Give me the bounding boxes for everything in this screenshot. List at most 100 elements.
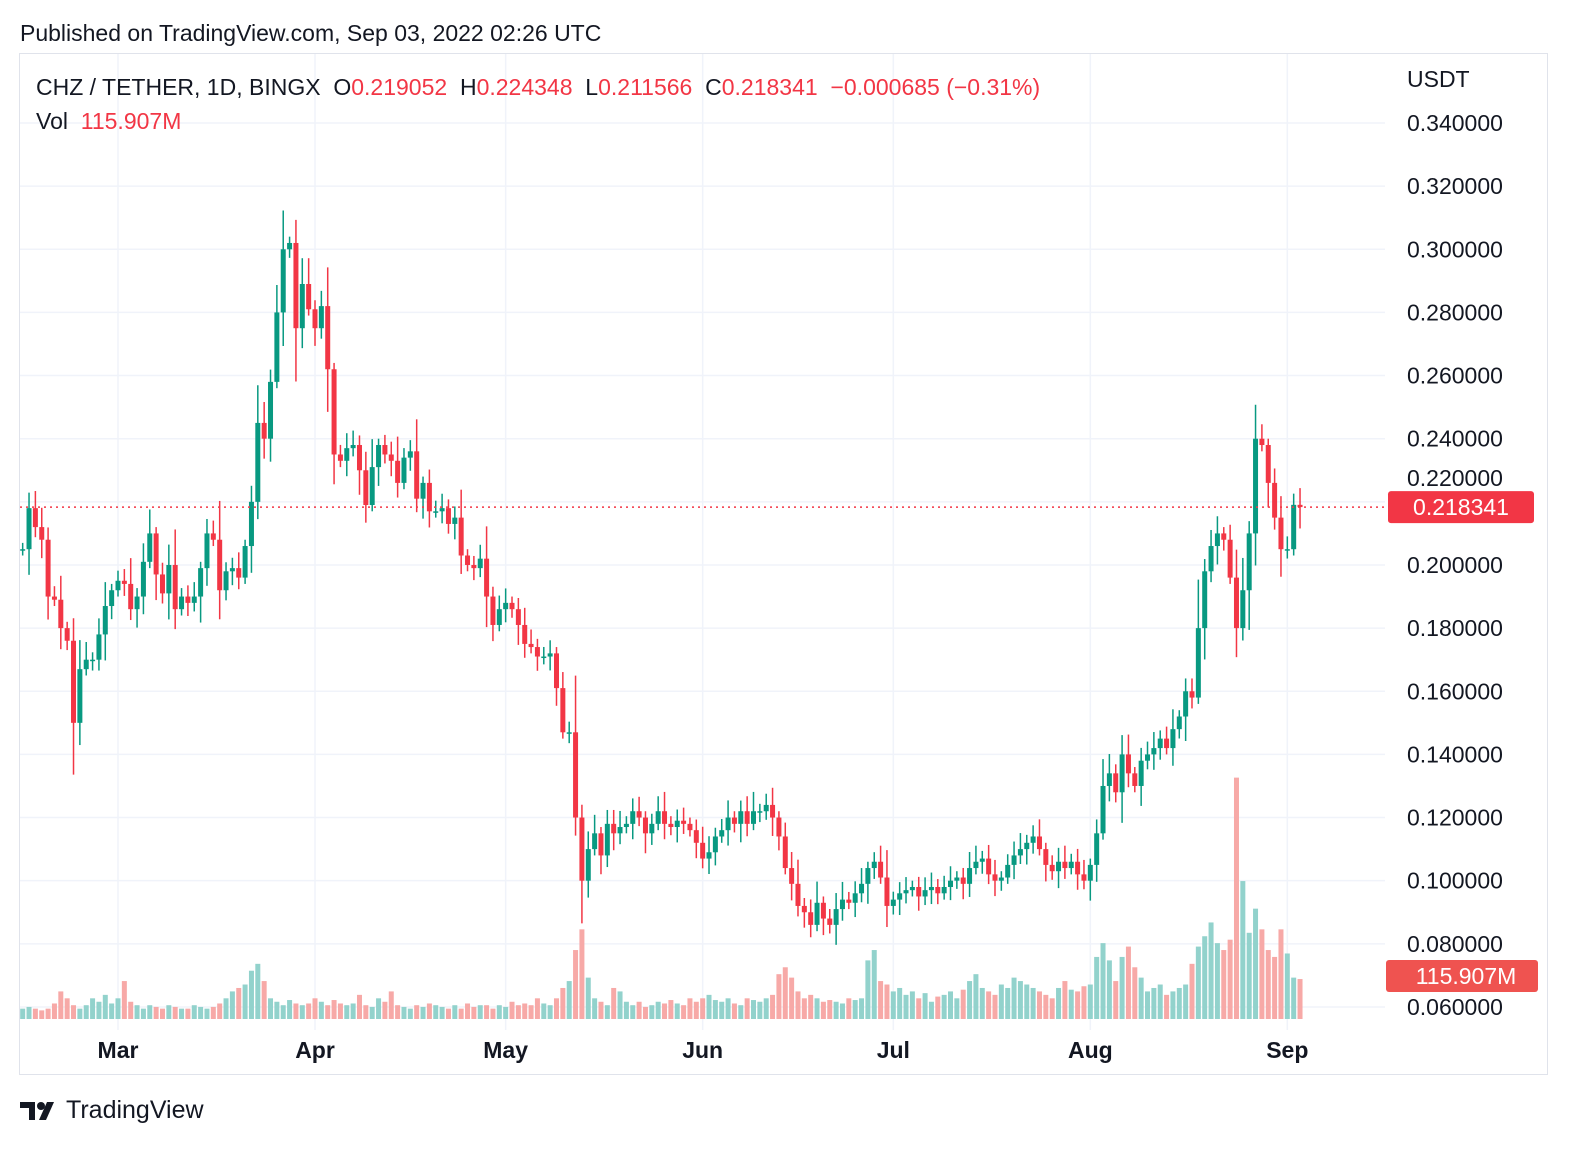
volume-bar [935,996,941,1019]
candle-body [693,830,699,843]
candle-body [1087,864,1093,881]
volume-bar [83,1005,89,1019]
volume-bar [579,929,585,1019]
volume-bar [1138,977,1144,1019]
candle-body [566,732,572,734]
candle-body [1062,861,1068,869]
tradingview-logo-icon [20,1101,54,1120]
volume-bar [1024,984,1030,1019]
volume-bar [954,998,960,1019]
candle-body [744,811,750,824]
candle-body [45,539,51,597]
volume-bar [337,1003,343,1019]
volume-bar [1049,998,1055,1019]
candle-body [1011,855,1017,865]
volume-bar [1075,991,1081,1019]
volume-bar [801,998,807,1019]
last-volume-tag-text: 115.907M [1416,963,1517,989]
volume-bar [725,998,731,1019]
volume-bar [585,977,591,1019]
volume-bar [782,967,788,1019]
candle-body [26,508,32,550]
candle-body [401,457,407,483]
x-tick-label: Aug [1068,1037,1113,1063]
candle-body [1119,754,1125,793]
chart-frame[interactable] [19,53,1548,1075]
volume-bar [592,998,598,1019]
x-tick-label: Sep [1266,1037,1308,1063]
volume-bar [293,1003,299,1019]
candle-body [477,558,483,569]
last-price-tag [1388,491,1534,524]
volume-bar [1284,953,1290,1019]
y-tick-label: 0.160000 [1407,678,1503,704]
volume-bar [1094,956,1100,1019]
volume-bar [32,1008,38,1019]
volume-bar [166,1005,172,1019]
volume-bar [490,1008,496,1019]
volume-bar [973,974,979,1019]
candle-body [388,454,394,461]
volume-bar [986,991,992,1019]
volume-bar [1113,981,1119,1019]
candle-body [878,861,884,878]
candle-body [795,883,801,906]
volume-bar [839,1003,845,1019]
candle-body [1049,864,1055,872]
candle-body [166,564,172,594]
volume-bar [1119,956,1125,1019]
candle-body [90,659,96,662]
candle-body [890,899,896,906]
volume-bar [414,1005,420,1019]
candle-body [1081,874,1087,881]
volume-bar [630,1005,636,1019]
close-value: 0.218341 [721,74,818,100]
candle-body [1030,836,1036,843]
volume-bar [1233,777,1239,1019]
candle-body [598,833,604,856]
candle-body [1291,504,1297,550]
y-tick-label: 0.200000 [1407,552,1503,578]
volume-bar [662,1003,668,1019]
volume-bar [204,1008,210,1019]
candle-body [884,877,890,906]
volume-bar [45,1008,51,1019]
candle-body [948,880,954,887]
volume-bars [20,777,1303,1019]
candle-body [1195,628,1201,698]
tradingview-logo[interactable]: TradingView [20,1096,204,1125]
candle-body [801,905,807,913]
candle-body [1189,691,1195,698]
volume-bar [916,998,922,1019]
candle-body [1100,785,1106,834]
volume-bar [1125,946,1131,1019]
y-tick-label: 0.280000 [1407,299,1503,325]
volume-bar [617,991,623,1019]
volume-bar [922,993,928,1019]
candle-body [414,451,420,499]
x-tick-label: Mar [98,1037,139,1063]
volume-bar [121,981,127,1019]
candle-body [1056,861,1062,872]
candle-body [350,445,356,449]
volume-bar [26,1006,32,1019]
volume-bar [712,1000,718,1019]
volume-bar [668,1000,674,1019]
volume-bar [39,1010,45,1019]
candle-body [725,817,731,831]
candle-body [274,312,280,382]
symbol-legend: CHZ / TETHER, 1D, BINGX O0.219052 H0.224… [36,74,1040,101]
volume-bar [649,1005,655,1019]
volume-bar [1297,979,1303,1019]
volume-bar [217,1003,223,1019]
candle-body [1240,590,1246,629]
volume-label: Vol [36,108,68,134]
close-label: C [705,74,722,100]
candle-body [738,811,744,824]
volume-bar [852,1000,858,1019]
candle-body [433,511,439,513]
volume-bar [185,1008,191,1019]
volume-bar [312,998,318,1019]
candle-body [1253,438,1259,534]
